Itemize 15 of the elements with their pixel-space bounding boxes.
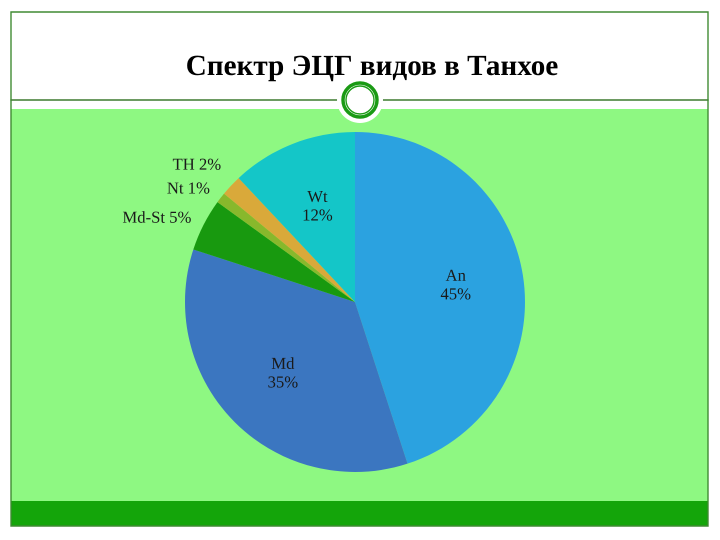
- slice-label: Md: [272, 357, 294, 370]
- data-label: 35%: [268, 376, 298, 388]
- pie-slice: [193, 202, 355, 302]
- slice-label: An: [446, 270, 466, 281]
- data-label: 45%: [440, 288, 470, 300]
- slice-label: Nt 1%: [167, 182, 210, 194]
- pie-slice: [185, 249, 408, 472]
- chart-title: Спектр ЭЦГ видов в Танхое: [187, 56, 558, 82]
- slice-label: Wt: [307, 190, 328, 202]
- slice-label: TH 2%: [172, 158, 221, 170]
- slice-label: Md-St 5%: [122, 211, 191, 223]
- pie-slice: [238, 132, 355, 302]
- pie-slice: [224, 178, 355, 302]
- data-label: 12%: [304, 209, 332, 221]
- pie-slice: [355, 132, 525, 464]
